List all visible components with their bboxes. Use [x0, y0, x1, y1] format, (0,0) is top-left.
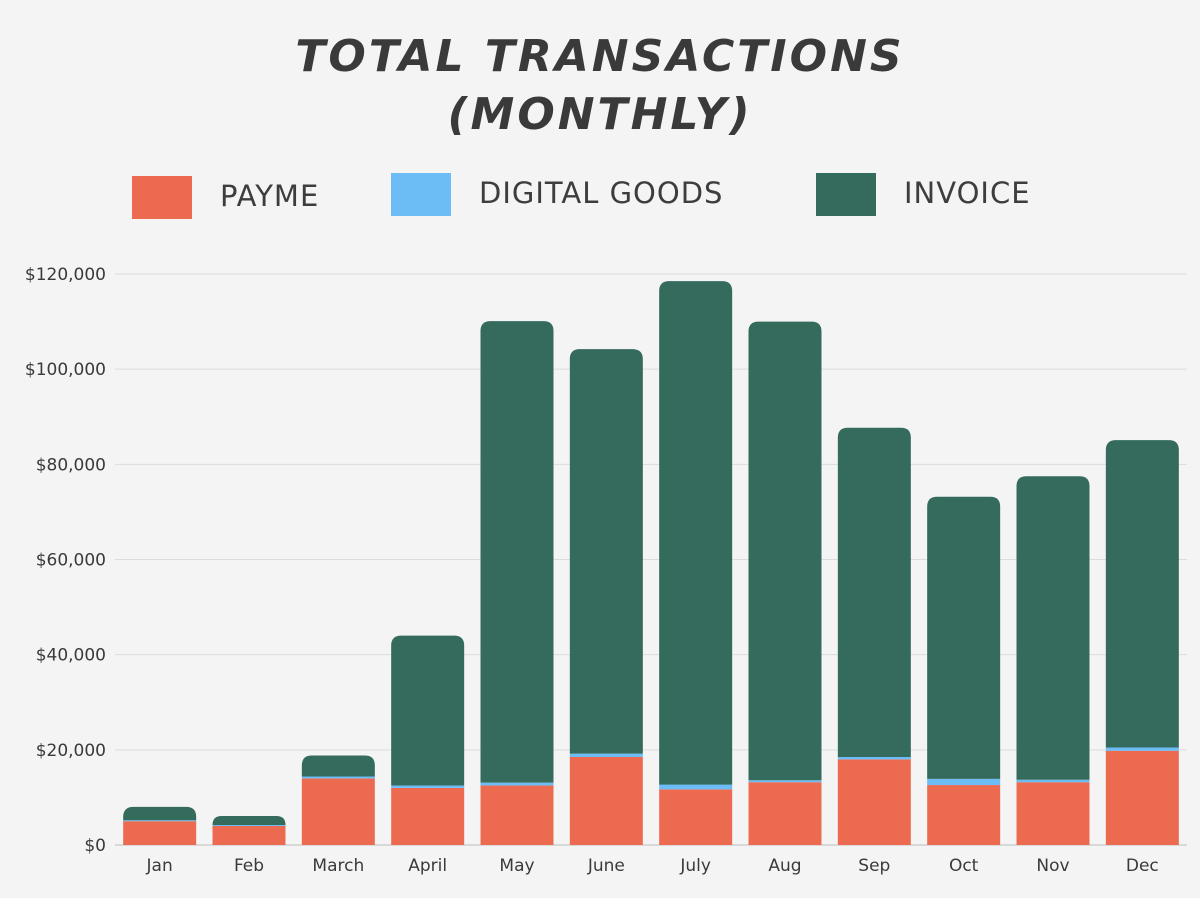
x-tick-label-aug: Aug: [768, 856, 801, 876]
bar-oct-payme: [927, 785, 1001, 845]
bar-dec-digital-goods: [1105, 747, 1179, 751]
bar-sep-digital-goods: [837, 756, 911, 760]
bar-jan-payme: [123, 821, 197, 845]
legend-swatch-payme: [132, 176, 192, 219]
y-tick-label-6: $120,000: [25, 265, 106, 285]
bar-march-digital-goods: [301, 776, 375, 779]
y-tick-label-5: $100,000: [25, 360, 106, 380]
bar-oct-digital-goods: [927, 778, 1001, 786]
bar-july-invoice: [659, 281, 733, 785]
x-tick-label-dec: Dec: [1126, 856, 1159, 876]
bar-aug-invoice: [748, 321, 822, 781]
bar-march-payme: [301, 778, 375, 845]
bar-oct-invoice: [927, 496, 1001, 779]
legend-swatch-digital-goods: [391, 173, 451, 216]
bar-nov-invoice: [1016, 476, 1090, 780]
y-tick-label-2: $40,000: [36, 646, 106, 666]
legend-swatch-invoice: [816, 173, 876, 216]
y-tick-label-4: $80,000: [36, 455, 106, 475]
x-tick-label-feb: Feb: [234, 856, 264, 876]
bar-april-digital-goods: [391, 785, 465, 788]
bar-april-invoice: [391, 635, 465, 786]
bar-jan-invoice: [123, 806, 197, 821]
bar-may-invoice: [480, 321, 554, 783]
legend-label-invoice: INVOICE: [904, 176, 1031, 210]
x-tick-label-oct: Oct: [949, 856, 979, 876]
x-tick-label-june: June: [587, 856, 625, 876]
x-tick-label-may: May: [499, 856, 534, 876]
x-tick-label-nov: Nov: [1036, 856, 1069, 876]
bar-dec-invoice: [1105, 440, 1179, 748]
bar-june-invoice: [569, 349, 643, 754]
chart-title: TOTAL TRANSACTIONS (MONTHLY): [0, 28, 1200, 144]
bar-dec-payme: [1105, 750, 1179, 845]
chart-title-line-2: (MONTHLY): [447, 89, 753, 140]
x-tick-label-jan: Jan: [146, 856, 173, 876]
bar-july-digital-goods: [659, 784, 733, 790]
x-tick-label-april: April: [408, 856, 447, 876]
y-tick-label-3: $60,000: [36, 551, 106, 571]
bar-july-payme: [659, 789, 733, 845]
x-tick-label-march: March: [312, 856, 364, 876]
bar-sep-invoice: [837, 427, 911, 757]
bar-feb-payme: [212, 825, 286, 845]
bar-feb-invoice: [212, 815, 286, 826]
bar-feb-digital-goods: [212, 825, 286, 826]
bar-june-digital-goods: [569, 753, 643, 757]
bar-may-payme: [480, 785, 554, 845]
legend-label-payme: PAYME: [220, 179, 320, 213]
y-tick-label-1: $20,000: [36, 741, 106, 761]
bar-nov-payme: [1016, 782, 1090, 845]
bar-nov-digital-goods: [1016, 779, 1090, 783]
x-tick-label-sep: Sep: [858, 856, 890, 876]
bar-april-payme: [391, 787, 465, 845]
y-tick-label-0: $0: [84, 836, 106, 856]
x-tick-label-july: July: [679, 856, 711, 876]
bar-march-invoice: [301, 755, 375, 777]
bar-aug-payme: [748, 782, 822, 845]
legend-label-digital-goods: DIGITAL GOODS: [479, 176, 724, 210]
bar-june-payme: [569, 756, 643, 845]
chart-title-line-1: TOTAL TRANSACTIONS: [295, 31, 905, 82]
bar-aug-digital-goods: [748, 780, 822, 783]
bar-sep-payme: [837, 759, 911, 845]
bar-may-digital-goods: [480, 782, 554, 786]
bar-jan-digital-goods: [123, 820, 197, 822]
